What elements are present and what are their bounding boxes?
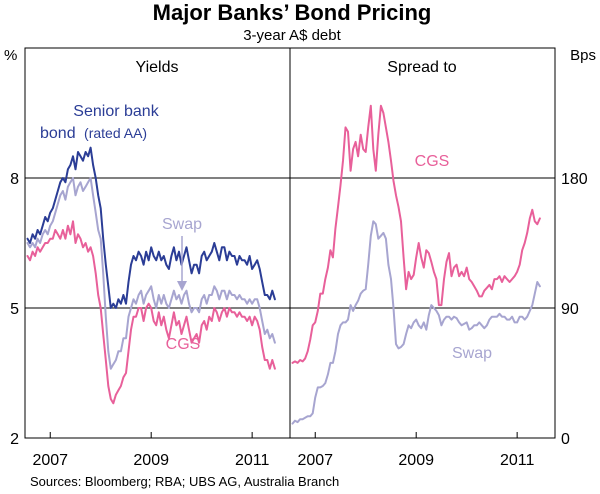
ytick-label-p1-0: 0 bbox=[561, 431, 570, 448]
yields-swap-arrow bbox=[177, 236, 187, 291]
right-unit-label: Bps bbox=[570, 47, 596, 64]
panel-title-yields: Yields bbox=[136, 59, 179, 76]
spread-swap-label: Swap bbox=[452, 345, 492, 362]
xtick-label-p1-2: 2011 bbox=[500, 452, 535, 469]
xtick-label-p1-1: 2009 bbox=[398, 452, 434, 469]
xtick-label-p0-1: 2009 bbox=[133, 452, 169, 469]
yields-swap-label: Swap bbox=[162, 216, 202, 233]
senior-bond-label-bond: bond bbox=[40, 125, 76, 142]
xtick-label-p1-0: 2007 bbox=[297, 452, 333, 469]
panel-title-spread: Spread to bbox=[387, 59, 456, 76]
chart-subtitle: 3-year A$ debt bbox=[243, 27, 341, 44]
ytick-label-p1-1: 90 bbox=[561, 301, 579, 318]
xtick-label-p0-2: 2011 bbox=[235, 452, 270, 469]
ytick-label-p1-2: 180 bbox=[561, 171, 588, 188]
senior-bond-label-line2: bond (rated AA) bbox=[40, 125, 147, 142]
xtick-label-p0-0: 2007 bbox=[32, 452, 68, 469]
left-unit-label: % bbox=[4, 47, 17, 64]
chart-title: Major Banks’ Bond Pricing bbox=[153, 0, 432, 25]
ytick-label-p0-2: 8 bbox=[10, 171, 19, 188]
series-line-p1-cgs bbox=[291, 104, 541, 364]
series-line-p1-swap bbox=[291, 220, 541, 425]
series-line-p0-swap bbox=[26, 177, 276, 370]
senior-bond-label-note: (rated AA) bbox=[84, 125, 147, 141]
series-line-p0-senior-bank-bond-rated-aa bbox=[26, 146, 276, 309]
ytick-label-p0-0: 2 bbox=[10, 431, 19, 448]
series-line-p0-cgs bbox=[26, 220, 276, 405]
spread-cgs-label: CGS bbox=[415, 153, 450, 170]
senior-bond-label-line1: Senior bank bbox=[73, 103, 159, 120]
source-note: Sources: Bloomberg; RBA; UBS AG, Austral… bbox=[30, 474, 339, 489]
ytick-label-p0-1: 5 bbox=[10, 301, 19, 318]
yields-cgs-label: CGS bbox=[166, 336, 201, 353]
